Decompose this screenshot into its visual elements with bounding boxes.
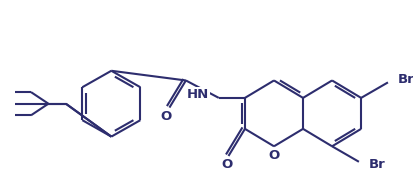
Text: Br: Br [396,73,413,86]
Text: O: O [159,110,171,123]
Text: Br: Br [368,158,385,171]
Text: O: O [221,158,232,171]
Text: HN: HN [186,88,209,101]
Text: O: O [268,149,279,163]
